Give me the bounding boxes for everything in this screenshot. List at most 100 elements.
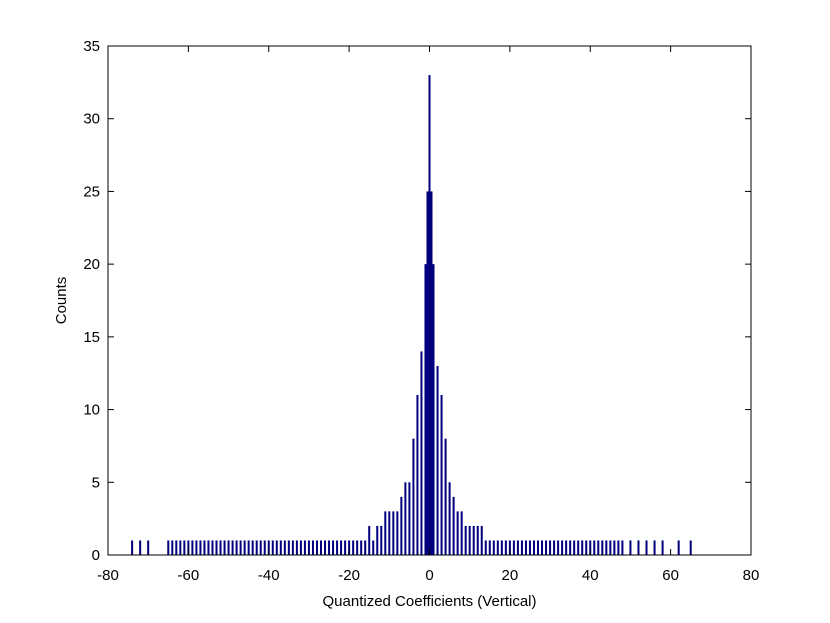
bar	[420, 351, 423, 555]
bar	[565, 540, 568, 555]
bar	[617, 540, 620, 555]
bar	[553, 540, 556, 555]
bar	[372, 540, 375, 555]
bar	[243, 540, 246, 555]
y-tick-label: 10	[83, 402, 100, 419]
bar	[223, 540, 226, 555]
bar	[448, 482, 451, 555]
bar	[251, 540, 254, 555]
bar	[376, 525, 379, 555]
bar	[303, 540, 306, 555]
bar	[147, 540, 150, 555]
bar	[396, 511, 399, 555]
bar	[504, 540, 507, 555]
x-tick-label: -40	[258, 567, 280, 584]
bar	[368, 525, 371, 555]
bar	[512, 540, 515, 555]
bar	[199, 540, 202, 555]
bar	[424, 264, 427, 555]
bar	[516, 540, 519, 555]
bar	[549, 540, 552, 555]
bar	[215, 540, 218, 555]
bar	[613, 540, 616, 555]
bar	[653, 540, 656, 555]
bar	[545, 540, 548, 555]
y-tick-label: 35	[83, 38, 100, 55]
bar	[452, 496, 455, 555]
bar	[430, 191, 433, 555]
bar	[307, 540, 310, 555]
bar	[589, 540, 592, 555]
bar	[468, 525, 471, 555]
bar	[569, 540, 572, 555]
x-tick-label: 80	[743, 567, 760, 584]
bar	[404, 482, 407, 555]
bar	[380, 525, 383, 555]
bar	[488, 540, 491, 555]
bar	[235, 540, 238, 555]
bar	[492, 540, 495, 555]
bar	[348, 540, 351, 555]
bar	[332, 540, 335, 555]
bar	[183, 540, 186, 555]
x-tick-label: -60	[178, 567, 200, 584]
bar	[219, 540, 222, 555]
bar	[689, 540, 692, 555]
bar	[175, 540, 178, 555]
bar	[593, 540, 596, 555]
x-tick-label: 60	[662, 567, 679, 584]
y-tick-label: 15	[83, 329, 100, 346]
bar	[344, 540, 347, 555]
bar	[524, 540, 527, 555]
bar	[255, 540, 258, 555]
bar	[460, 511, 463, 555]
bar	[360, 540, 363, 555]
bar	[295, 540, 298, 555]
bar	[645, 540, 648, 555]
y-axis-title: Counts	[53, 277, 70, 325]
bar	[279, 540, 282, 555]
bar	[508, 540, 511, 555]
bar	[211, 540, 214, 555]
bar	[319, 540, 322, 555]
bar	[496, 540, 499, 555]
bar	[384, 511, 387, 555]
bar	[476, 525, 479, 555]
bar	[291, 540, 294, 555]
bar	[364, 540, 367, 555]
y-tick-label: 30	[83, 111, 100, 128]
bar	[171, 540, 174, 555]
bar	[392, 511, 395, 555]
bar	[428, 75, 431, 555]
bars-group	[131, 75, 692, 555]
bar	[528, 540, 531, 555]
bar	[464, 525, 467, 555]
bar	[275, 540, 278, 555]
bar	[561, 540, 564, 555]
bar	[500, 540, 503, 555]
bar	[227, 540, 230, 555]
bar	[444, 438, 447, 555]
bar	[400, 496, 403, 555]
bar	[621, 540, 624, 555]
bar	[605, 540, 608, 555]
bar	[416, 395, 419, 555]
bar	[520, 540, 523, 555]
bar	[577, 540, 580, 555]
bar	[263, 540, 266, 555]
bar	[537, 540, 540, 555]
x-tick-label: 0	[425, 567, 433, 584]
bar	[412, 438, 415, 555]
bar	[299, 540, 302, 555]
bar	[179, 540, 182, 555]
y-axis: 0 5 10 15 20 25 30 35	[83, 38, 751, 564]
bar	[426, 191, 429, 555]
bar	[203, 540, 206, 555]
bar	[131, 540, 134, 555]
bar	[432, 264, 435, 555]
bar	[661, 540, 664, 555]
bar	[259, 540, 262, 555]
bar	[456, 511, 459, 555]
x-tick-label: -80	[97, 567, 119, 584]
